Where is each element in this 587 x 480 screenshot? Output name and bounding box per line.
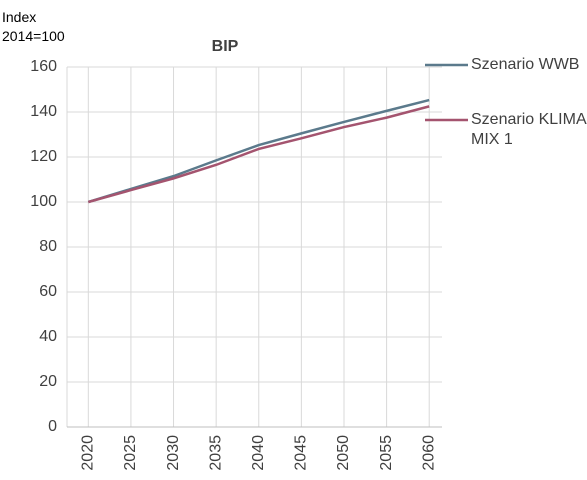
y-tick-label: 100	[30, 193, 57, 210]
y-axis-label: Index 2014=100	[2, 9, 65, 44]
y-tick-label: 0	[48, 418, 57, 435]
x-tick-label: 2035	[207, 435, 224, 471]
x-tick-label: 2060	[420, 435, 437, 471]
x-tick-label: 2040	[250, 435, 267, 471]
y-tick-label: 120	[30, 148, 57, 165]
chart-title: BIP	[212, 38, 239, 55]
y-tick-label: 80	[39, 238, 57, 255]
y-tick-label: 140	[30, 103, 57, 120]
x-tick-label: 2045	[293, 435, 310, 471]
y-tick-label: 20	[39, 373, 57, 390]
series-line	[87, 105, 430, 204]
legend-label: Szenario WWB	[471, 56, 580, 73]
x-tick-label: 2055	[378, 435, 395, 471]
y-tick-label: 160	[30, 58, 57, 75]
legend-label: Szenario KLIMA MIX 1	[471, 111, 586, 148]
x-tick-label: 2020	[80, 435, 97, 471]
x-tick-label: 2025	[122, 435, 139, 471]
y-tick-label: 60	[39, 283, 57, 300]
x-tick-label: 2050	[335, 435, 352, 471]
series-line	[87, 98, 430, 204]
y-tick-label: 40	[39, 328, 57, 345]
x-tick-label: 2030	[165, 435, 182, 471]
